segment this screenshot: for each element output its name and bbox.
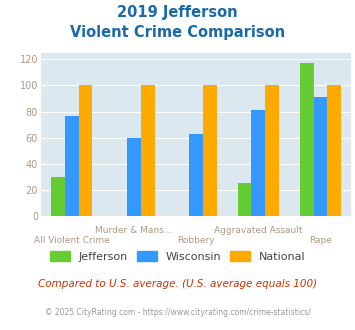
- Bar: [313, 97, 327, 216]
- Bar: [327, 85, 341, 216]
- Bar: [127, 138, 141, 216]
- Bar: [51, 177, 65, 216]
- Text: © 2025 CityRating.com - https://www.cityrating.com/crime-statistics/: © 2025 CityRating.com - https://www.city…: [45, 308, 310, 316]
- Bar: [79, 85, 92, 216]
- Bar: [189, 134, 203, 216]
- Bar: [238, 183, 251, 216]
- Bar: [65, 115, 79, 216]
- Text: Robbery: Robbery: [178, 236, 215, 245]
- Bar: [141, 85, 154, 216]
- Bar: [203, 85, 217, 216]
- Text: Violent Crime Comparison: Violent Crime Comparison: [70, 25, 285, 40]
- Legend: Jefferson, Wisconsin, National: Jefferson, Wisconsin, National: [50, 251, 305, 262]
- Bar: [251, 110, 265, 216]
- Text: 2019 Jefferson: 2019 Jefferson: [117, 5, 238, 20]
- Text: All Violent Crime: All Violent Crime: [34, 236, 110, 245]
- Text: Compared to U.S. average. (U.S. average equals 100): Compared to U.S. average. (U.S. average …: [38, 279, 317, 289]
- Bar: [265, 85, 279, 216]
- Text: Rape: Rape: [309, 236, 332, 245]
- Text: Murder & Mans...: Murder & Mans...: [95, 226, 173, 235]
- Bar: [300, 63, 313, 216]
- Text: Aggravated Assault: Aggravated Assault: [214, 226, 302, 235]
